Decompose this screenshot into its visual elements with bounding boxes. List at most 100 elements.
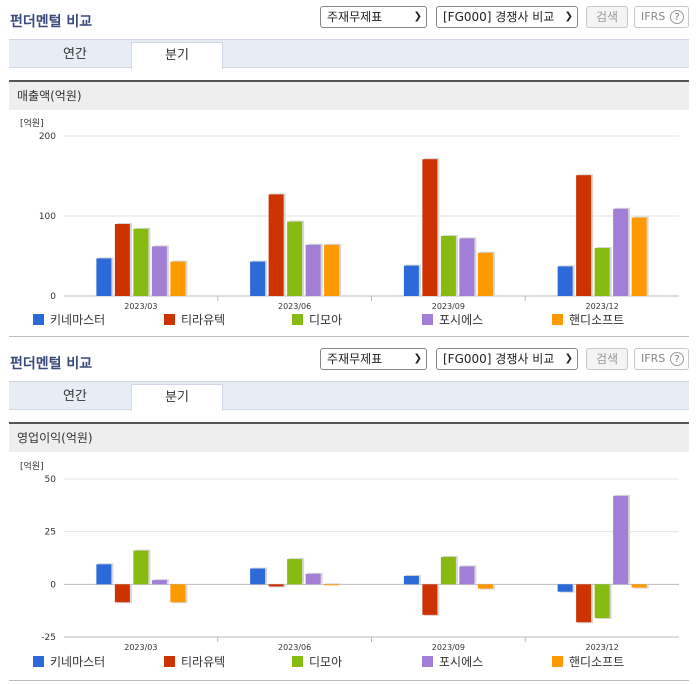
peer-group-select-value: [FG000] 경쟁사 비교 [443,10,555,24]
bar [422,159,438,296]
tab-quarterly[interactable]: 분기 [131,384,223,411]
legend-swatch [164,656,175,667]
legend-item[interactable]: 포시에스 [422,312,483,328]
legend-swatch [33,656,44,667]
revenue-bar-chart: [억원] 0 100 200 2023/03 2023/06 2023/09 2023/12 [20,117,679,311]
bar [631,217,647,296]
legend-label: 디모아 [309,655,343,669]
legend-item[interactable]: 디모아 [292,654,342,670]
bar [114,584,130,603]
bar [305,573,321,585]
bar [440,236,456,296]
y-tick-label: 50 [45,475,57,485]
statement-select[interactable]: 주재무제표 ❯ [320,348,427,370]
chart-legend: 키네마스터 티라유텍 디모아 포시에스 핸디소프트 [0,654,696,672]
help-icon[interactable]: ? [670,352,684,366]
y-tick-label: 100 [39,212,56,222]
legend-label: 티라유텍 [181,313,226,327]
panel-divider [9,680,689,681]
chevron-down-icon: ❯ [413,11,422,22]
tab-annual[interactable]: 연간 [63,389,87,404]
bar [576,584,592,623]
legend-item[interactable]: 티라유텍 [164,312,225,328]
bar [594,584,610,619]
bar [268,194,284,296]
legend-label: 키네마스터 [50,655,106,669]
y-tick-label: 0 [50,292,56,302]
search-button[interactable]: 검색 [586,6,628,28]
legend-swatch [33,314,44,325]
legend-item[interactable]: 티라유텍 [164,654,225,670]
chevron-down-icon: ❯ [564,11,573,22]
legend-swatch [552,314,563,325]
legend-label: 핸디소프트 [569,655,625,669]
bar [133,550,149,585]
fundamental-panel-revenue: 펀더멘털 비교 주재무제표 ❯ [FG000] 경쟁사 비교 ❯ 검색 IFRS? … [0,0,696,340]
bar [250,568,266,585]
bar [613,208,629,296]
help-icon[interactable]: ? [670,10,684,24]
legend-item[interactable]: 포시에스 [422,654,483,670]
operating-income-bar-chart: [억원] -25 0 25 50 2023/03 2023/06 2023/09 2023/12 [20,460,679,652]
bar [459,566,475,585]
panel-title: 펀더멘털 비교 [10,14,93,30]
legend-swatch [422,656,433,667]
bar [151,580,167,585]
legend-label: 디모아 [309,313,343,327]
period-tabs: 연간 분기 [9,381,689,411]
chart-legend: 키네마스터 티라유텍 디모아 포시에스 핸디소프트 [0,312,696,330]
legend-swatch [422,314,433,325]
panel-header: 펀더멘털 비교 주재무제표 ❯ [FG000] 경쟁사 비교 ❯ 검색 IFRS? [0,342,696,376]
bar [459,238,475,296]
legend-item[interactable]: 디모아 [292,312,342,328]
legend-swatch [292,314,303,325]
statement-select-value: 주재무제표 [327,10,383,24]
search-button[interactable]: 검색 [586,348,628,370]
legend-swatch [164,314,175,325]
x-tick-label: 2023/06 [278,302,311,311]
panel-title: 펀더멘털 비교 [10,356,93,372]
legend-label: 포시에스 [439,313,484,327]
peer-group-select[interactable]: [FG000] 경쟁사 비교 ❯ [436,6,578,28]
legend-item[interactable]: 키네마스터 [33,654,105,670]
bar [631,584,647,588]
bar [557,584,573,592]
bar-shadow [326,583,342,585]
y-tick-label: 0 [50,580,56,590]
tab-quarterly[interactable]: 분기 [131,42,223,69]
x-tick-label: 2023/06 [278,643,311,652]
bar [305,244,321,296]
bar [287,559,303,585]
unit-label: [억원] [20,117,44,129]
y-tick-label: 200 [39,132,56,142]
x-tick-label: 2023/03 [124,643,157,652]
tab-annual[interactable]: 연간 [63,47,87,62]
peer-group-select[interactable]: [FG000] 경쟁사 비교 ❯ [436,348,578,370]
bar [268,584,284,587]
bar [324,244,340,296]
bar [170,584,186,603]
statement-select[interactable]: 주재무제표 ❯ [320,6,427,28]
legend-label: 포시에스 [439,655,484,669]
bar [477,584,493,589]
x-tick-label: 2023/09 [432,302,465,311]
legend-item[interactable]: 키네마스터 [33,312,105,328]
legend-item[interactable]: 핸디소프트 [552,312,624,328]
bar [170,261,186,296]
ifrs-label: IFRS [641,352,666,365]
metric-label: 매출액(억원) [9,80,689,110]
bar [151,246,167,296]
bar [594,248,610,296]
chevron-down-icon: ❯ [564,353,573,364]
ifrs-button[interactable]: IFRS? [634,6,689,28]
ifrs-button[interactable]: IFRS? [634,348,689,370]
legend-item[interactable]: 핸디소프트 [552,654,624,670]
ifrs-label: IFRS [641,10,666,23]
legend-swatch [292,656,303,667]
bar [576,175,592,296]
bar [324,584,340,586]
fundamental-panel-operating-income: 펀더멘털 비교 주재무제표 ❯ [FG000] 경쟁사 비교 ❯ 검색 IFRS? … [0,342,696,684]
chevron-down-icon: ❯ [413,353,422,364]
bar [96,258,112,296]
panel-divider [9,336,689,337]
